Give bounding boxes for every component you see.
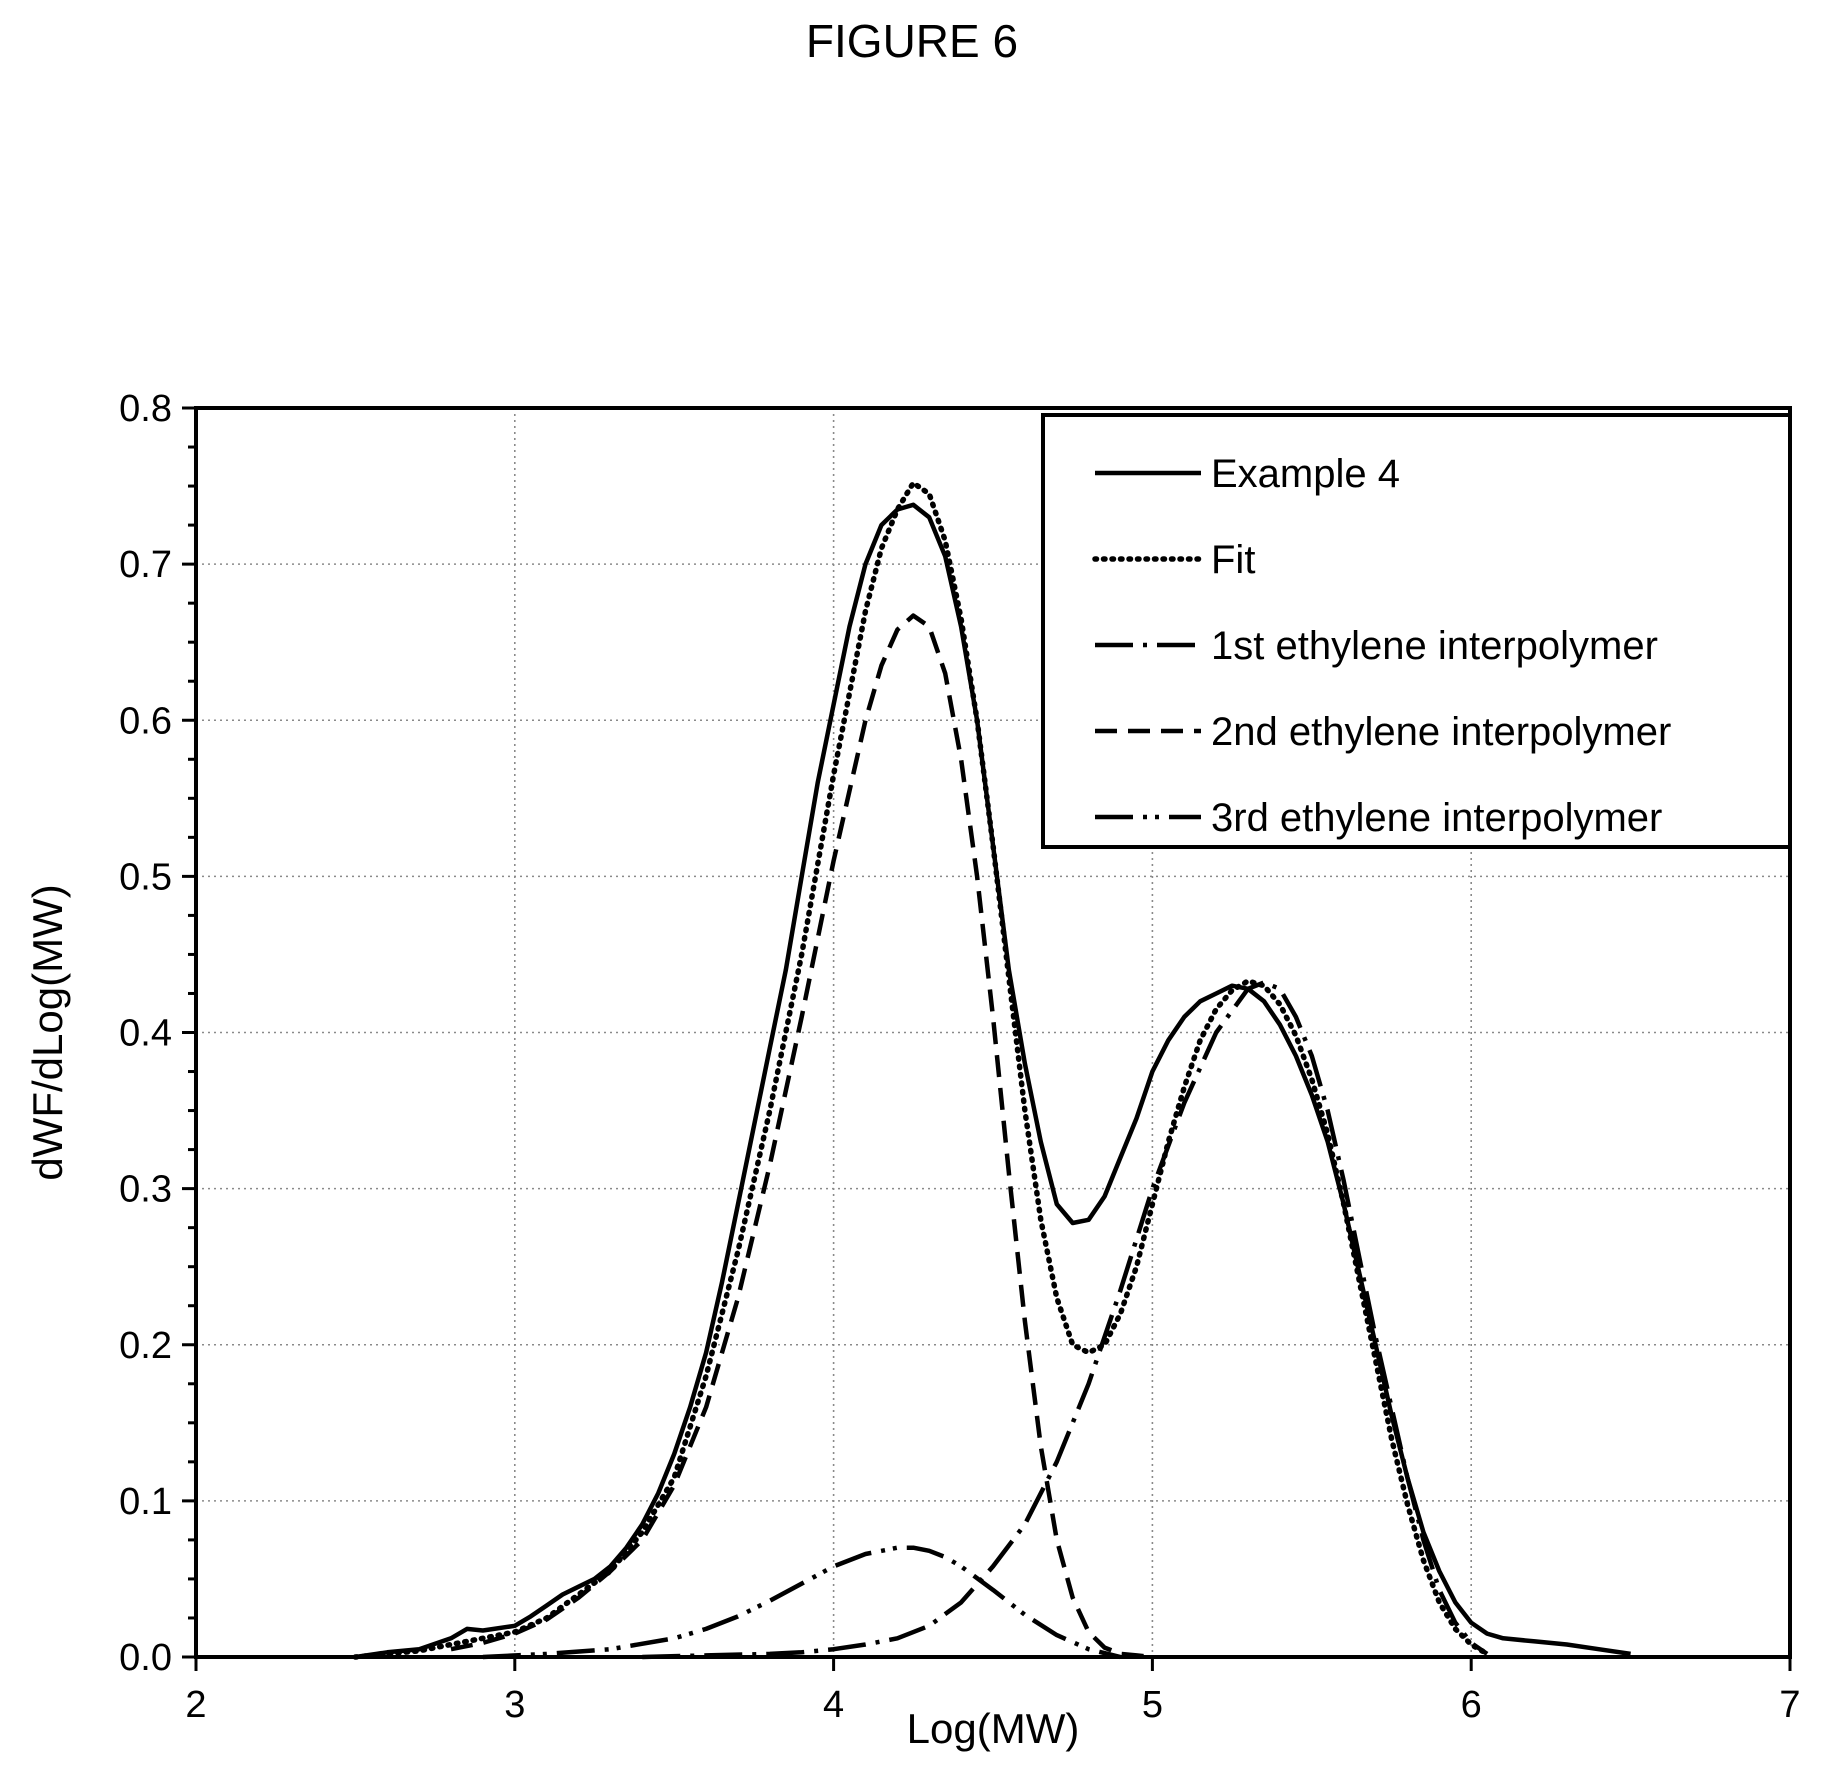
x-axis-title: Log(MW): [907, 1705, 1080, 1752]
x-tick-label: 6: [1461, 1684, 1482, 1726]
figure-title: FIGURE 6: [805, 15, 1019, 67]
y-tick-label: 0.6: [119, 700, 172, 742]
y-tick-label: 0.4: [119, 1013, 172, 1055]
legend-label: 3rd ethylene interpolymer: [1211, 796, 1662, 840]
legend-box: [1041, 413, 1792, 849]
axes: 0.0 0.1 0.2 0.3 0.4 0.5 0.6 0.7 0.8 2 3 4 5 6 7 Log(MW)…: [24, 388, 1801, 1752]
series-line-dashdot: [642, 980, 1489, 1660]
y-axis-title: dWF/dLog(MW): [24, 884, 71, 1180]
series-line-dotted: [352, 480, 1490, 1660]
y-tick-label: 0.3: [119, 1169, 172, 1211]
y-tick-label: 0.7: [119, 544, 172, 586]
x-tick-label: 4: [823, 1684, 844, 1726]
y-tick-label: 0.1: [119, 1481, 172, 1523]
legend-label: 2nd ethylene interpolymer: [1211, 710, 1671, 754]
y-tick-label: 0.0: [119, 1637, 172, 1679]
y-tick-label: 0.8: [119, 388, 172, 430]
y-tick-label: 0.5: [119, 856, 172, 898]
x-tick-label: 5: [1142, 1684, 1163, 1726]
x-tick-label: 3: [504, 1684, 525, 1726]
series-line-dashed: [450, 613, 1153, 1660]
x-tick-label: 7: [1779, 1684, 1800, 1726]
legend: Example 4 Fit 1st ethylene interpolymer 2nd…: [1041, 413, 1792, 849]
series-lines: [352, 480, 1631, 1660]
legend-label: Fit: [1211, 538, 1255, 582]
legend-label: 1st ethylene interpolymer: [1211, 624, 1658, 668]
legend-label: Example 4: [1211, 452, 1400, 496]
y-tick-label: 0.2: [119, 1325, 172, 1367]
grid-lines: [196, 408, 1790, 1657]
x-tick-label: 2: [185, 1684, 206, 1726]
series-line-dashdotdot: [482, 1545, 1122, 1660]
